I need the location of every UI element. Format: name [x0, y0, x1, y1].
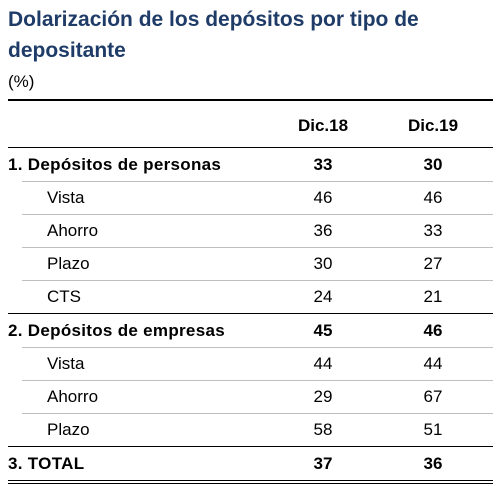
row-value-dic18: 46	[313, 188, 333, 207]
row-separator	[22, 413, 493, 414]
row-label: Vista	[47, 354, 85, 373]
row-value-dic18: 29	[313, 387, 333, 406]
row-value-dic19: 21	[423, 287, 443, 306]
row-value-dic18: 58	[313, 420, 333, 439]
row-separator	[22, 280, 493, 281]
row-value-dic18: 24	[313, 287, 333, 306]
row-label: CTS	[47, 287, 81, 306]
row-label: Plazo	[47, 420, 90, 439]
table-header-row: Dic.18 Dic.19	[8, 101, 493, 147]
row-value-dic19: 33	[423, 221, 443, 240]
row-separator	[22, 181, 493, 182]
table-row: Ahorro 36 33	[8, 214, 493, 247]
row-label: 2. Depósitos de empresas	[8, 321, 225, 340]
row-value-dic19: 46	[423, 321, 443, 340]
column-header-dic18: Dic.18	[297, 116, 349, 135]
table-top-rule	[8, 99, 493, 101]
row-separator	[22, 380, 493, 381]
table-row: Ahorro 29 67	[8, 380, 493, 413]
row-label: Vista	[47, 188, 85, 207]
table-row: 2. Depósitos de empresas 45 46	[8, 313, 493, 347]
row-label: 3. TOTAL	[8, 454, 85, 473]
row-separator	[22, 347, 493, 348]
row-value-dic19: 27	[423, 254, 443, 273]
table-row: CTS 24 21	[8, 280, 493, 313]
row-value-dic18: 37	[313, 454, 333, 473]
row-value-dic19: 44	[423, 354, 443, 373]
row-label: Ahorro	[47, 387, 99, 406]
row-value-dic19: 30	[423, 155, 443, 174]
table-title: Dolarización de los depósitos por tipo d…	[8, 8, 419, 62]
table-row: Vista 46 46	[8, 181, 493, 214]
row-label: 1. Depósitos de personas	[8, 155, 222, 174]
row-value-dic18: 33	[313, 155, 333, 174]
row-value-dic18: 45	[313, 321, 333, 340]
row-value-dic18: 44	[313, 354, 333, 373]
row-separator	[22, 247, 493, 248]
row-value-dic19: 51	[423, 420, 443, 439]
row-value-dic19: 36	[423, 454, 443, 473]
data-table: Dic.18 Dic.19 1. Depósitos de personas 3…	[8, 99, 493, 484]
table-row: Plazo 58 51	[8, 413, 493, 446]
row-value-dic19: 67	[423, 387, 443, 406]
row-label: Plazo	[47, 254, 90, 273]
table-row: Plazo 30 27	[8, 247, 493, 280]
table-row: Vista 44 44	[8, 347, 493, 380]
row-label: Ahorro	[47, 221, 99, 240]
table-row-total: 3. TOTAL 37 36	[8, 446, 493, 480]
table-row: 1. Depósitos de personas 33 30	[8, 147, 493, 181]
row-value-dic18: 30	[313, 254, 333, 273]
unit-label: (%)	[8, 72, 35, 91]
column-header-dic19: Dic.19	[407, 116, 459, 135]
row-separator	[22, 214, 493, 215]
table-bottom-rule	[8, 480, 493, 484]
row-value-dic19: 46	[423, 188, 443, 207]
row-value-dic18: 36	[313, 221, 333, 240]
